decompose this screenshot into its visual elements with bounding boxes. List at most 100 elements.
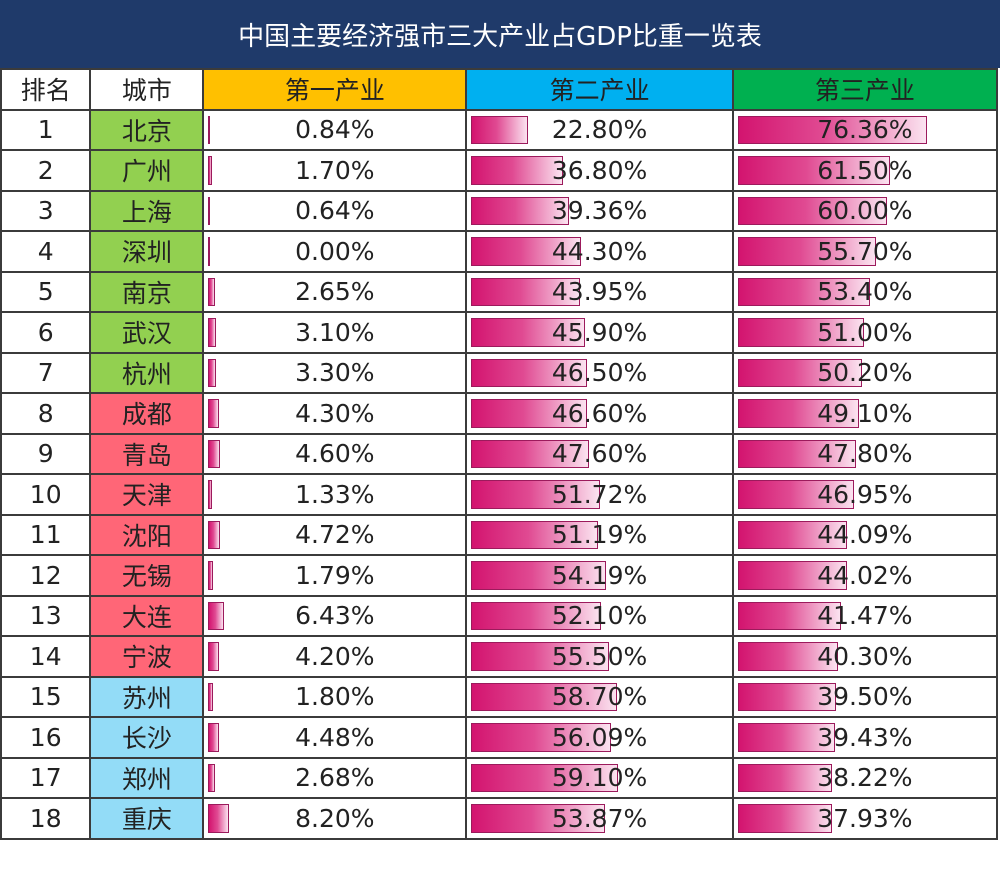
table-row: 2 广州 1.70% 36.80% 61.50% bbox=[0, 149, 999, 192]
rank-cell: 6 bbox=[0, 311, 92, 354]
rank-cell: 4 bbox=[0, 230, 92, 273]
secondary-share-label: 51.19% bbox=[551, 520, 648, 550]
city-cell: 沈阳 bbox=[89, 513, 205, 556]
tertiary-share-label: 39.43% bbox=[817, 722, 913, 752]
table-row: 4 深圳 0.00% 44.30% 55.70% bbox=[0, 230, 999, 273]
tertiary-industry-cell: 61.50% bbox=[731, 149, 999, 192]
secondary-share-label: 47.60% bbox=[551, 439, 648, 469]
primary-share-bar bbox=[208, 277, 215, 306]
primary-share-bar bbox=[208, 480, 212, 509]
secondary-share-label: 44.30% bbox=[551, 236, 648, 266]
tertiary-share-bar bbox=[737, 520, 848, 549]
secondary-industry-cell: 22.80% bbox=[465, 108, 734, 151]
tertiary-industry-cell: 60.00% bbox=[731, 189, 999, 232]
secondary-share-bar bbox=[471, 156, 563, 185]
primary-industry-cell: 4.60% bbox=[202, 432, 468, 475]
tertiary-share-bar bbox=[737, 682, 836, 711]
primary-share-bar bbox=[208, 520, 220, 549]
primary-share-label: 3.30% bbox=[295, 358, 375, 388]
city-cell: 青岛 bbox=[89, 432, 205, 475]
primary-industry-cell: 6.43% bbox=[202, 594, 468, 637]
primary-share-label: 8.20% bbox=[295, 803, 375, 833]
secondary-share-label: 46.50% bbox=[551, 358, 648, 388]
primary-industry-cell: 0.64% bbox=[202, 189, 468, 232]
secondary-share-label: 39.36% bbox=[551, 196, 648, 226]
primary-industry-cell: 4.72% bbox=[202, 513, 468, 556]
city-cell: 深圳 bbox=[89, 230, 205, 273]
header-primary-industry: 第一产业 bbox=[202, 68, 468, 111]
tertiary-industry-cell: 37.93% bbox=[731, 797, 999, 840]
primary-industry-cell: 1.33% bbox=[202, 473, 468, 516]
tertiary-industry-cell: 41.47% bbox=[731, 594, 999, 637]
tertiary-share-label: 46.95% bbox=[817, 479, 913, 509]
tertiary-share-bar bbox=[737, 399, 860, 428]
rank-cell: 1 bbox=[0, 108, 92, 151]
tertiary-industry-cell: 39.43% bbox=[731, 716, 999, 759]
table-row: 18 重庆 8.20% 53.87% 37.93% bbox=[0, 797, 999, 840]
secondary-share-bar bbox=[471, 642, 610, 671]
secondary-industry-cell: 58.70% bbox=[465, 675, 734, 718]
secondary-share-bar bbox=[471, 763, 618, 792]
secondary-industry-cell: 53.87% bbox=[465, 797, 734, 840]
rank-cell: 13 bbox=[0, 594, 92, 637]
primary-industry-cell: 8.20% bbox=[202, 797, 468, 840]
tertiary-industry-cell: 39.50% bbox=[731, 675, 999, 718]
secondary-share-label: 45.90% bbox=[551, 317, 648, 347]
primary-share-label: 4.72% bbox=[295, 520, 375, 550]
table-row: 16 长沙 4.48% 56.09% 39.43% bbox=[0, 716, 999, 759]
primary-share-label: 6.43% bbox=[295, 601, 375, 631]
secondary-industry-cell: 46.60% bbox=[465, 392, 734, 435]
tertiary-share-label: 55.70% bbox=[817, 236, 913, 266]
city-cell: 杭州 bbox=[89, 351, 205, 394]
table-row: 3 上海 0.64% 39.36% 60.00% bbox=[0, 189, 999, 232]
tertiary-share-bar bbox=[737, 561, 847, 590]
table-row: 1 北京 0.84% 22.80% 76.36% bbox=[0, 108, 999, 151]
table-row: 13 大连 6.43% 52.10% 41.47% bbox=[0, 594, 999, 637]
city-cell: 大连 bbox=[89, 594, 205, 637]
tertiary-share-bar bbox=[737, 277, 871, 306]
header-row: 排名 城市 第一产业 第二产业 第三产业 bbox=[0, 68, 999, 111]
primary-share-bar bbox=[208, 439, 220, 468]
secondary-share-label: 54.19% bbox=[551, 560, 648, 590]
secondary-share-bar bbox=[471, 277, 581, 306]
tertiary-share-label: 39.50% bbox=[817, 682, 913, 712]
primary-share-label: 0.64% bbox=[295, 196, 375, 226]
primary-share-bar bbox=[208, 115, 211, 144]
primary-share-bar bbox=[208, 601, 225, 630]
primary-industry-cell: 3.10% bbox=[202, 311, 468, 354]
secondary-industry-cell: 47.60% bbox=[465, 432, 734, 475]
tertiary-share-bar bbox=[737, 480, 855, 509]
tertiary-share-bar bbox=[737, 237, 876, 266]
city-cell: 北京 bbox=[89, 108, 205, 151]
rank-cell: 15 bbox=[0, 675, 92, 718]
header-city: 城市 bbox=[89, 68, 205, 111]
primary-industry-cell: 0.84% bbox=[202, 108, 468, 151]
secondary-share-label: 52.10% bbox=[551, 601, 648, 631]
city-cell: 成都 bbox=[89, 392, 205, 435]
primary-industry-cell: 2.68% bbox=[202, 756, 468, 799]
primary-share-bar bbox=[208, 804, 229, 833]
tertiary-share-bar bbox=[737, 804, 832, 833]
secondary-share-bar bbox=[471, 601, 601, 630]
rank-cell: 18 bbox=[0, 797, 92, 840]
secondary-share-bar bbox=[471, 439, 590, 468]
secondary-share-bar bbox=[471, 196, 570, 225]
tertiary-industry-cell: 46.95% bbox=[731, 473, 999, 516]
city-cell: 上海 bbox=[89, 189, 205, 232]
city-cell: 天津 bbox=[89, 473, 205, 516]
tertiary-share-label: 60.00% bbox=[817, 196, 913, 226]
secondary-industry-cell: 36.80% bbox=[465, 149, 734, 192]
primary-industry-cell: 4.48% bbox=[202, 716, 468, 759]
city-cell: 宁波 bbox=[89, 635, 205, 678]
secondary-share-bar bbox=[471, 520, 599, 549]
primary-share-bar bbox=[208, 156, 213, 185]
table-row: 9 青岛 4.60% 47.60% 47.80% bbox=[0, 432, 999, 475]
secondary-share-bar bbox=[471, 804, 606, 833]
table-row: 15 苏州 1.80% 58.70% 39.50% bbox=[0, 675, 999, 718]
primary-industry-cell: 1.80% bbox=[202, 675, 468, 718]
tertiary-industry-cell: 38.22% bbox=[731, 756, 999, 799]
data-table: 排名 城市 第一产业 第二产业 第三产业 1 北京 0.84% 22.80% 76.36… bbox=[0, 68, 999, 840]
tertiary-share-bar bbox=[737, 723, 836, 752]
secondary-industry-cell: 51.72% bbox=[465, 473, 734, 516]
tertiary-industry-cell: 49.10% bbox=[731, 392, 999, 435]
